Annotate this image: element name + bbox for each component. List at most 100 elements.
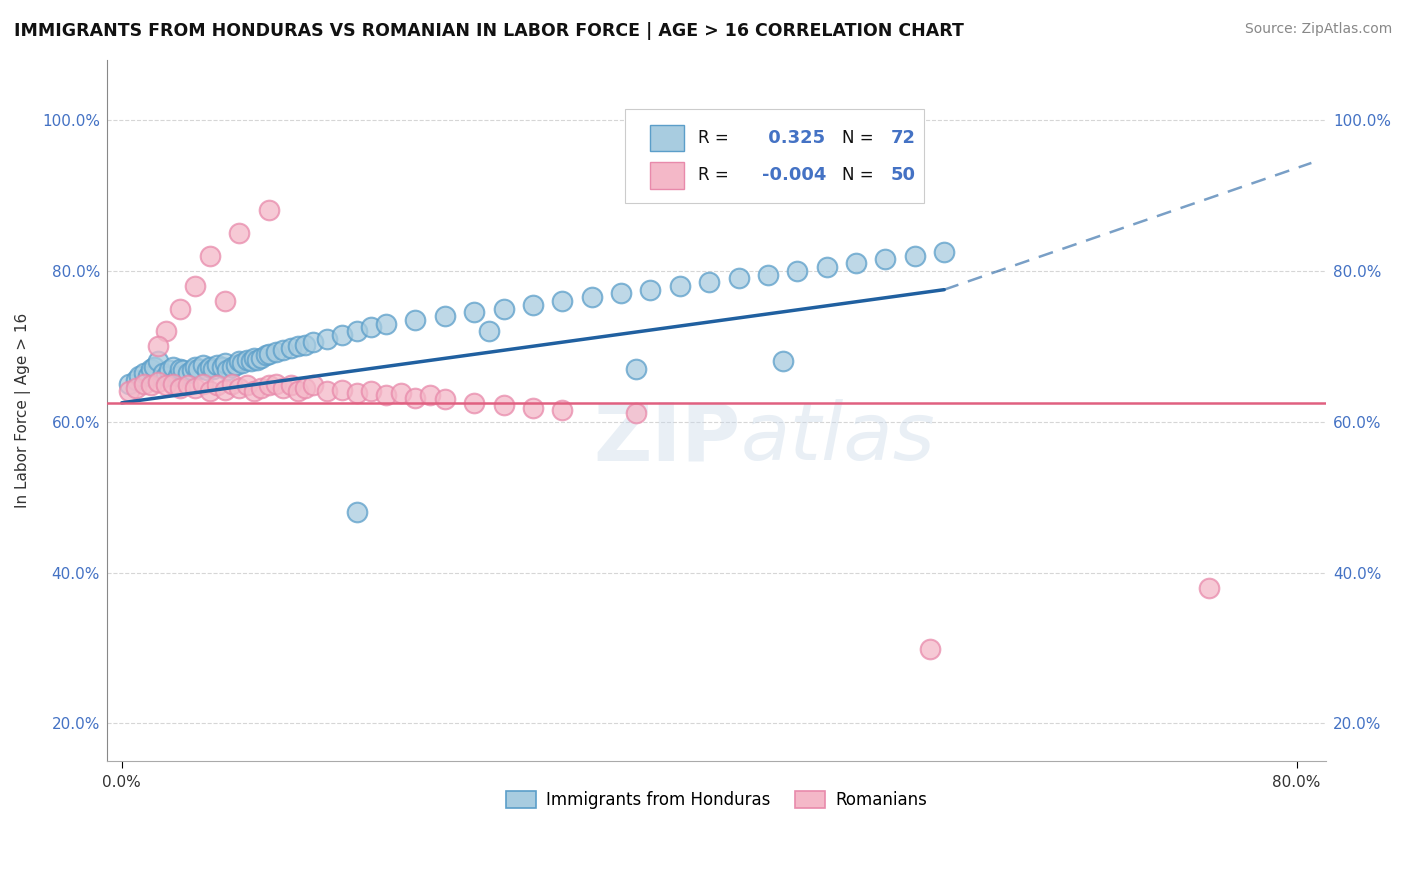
Text: R =: R =: [699, 166, 734, 185]
Point: [346, 505, 368, 519]
Point: [316, 384, 339, 399]
Point: [786, 264, 808, 278]
Point: [405, 313, 427, 327]
Text: ZIP: ZIP: [593, 400, 741, 477]
Point: [177, 378, 200, 392]
Point: [727, 271, 749, 285]
Point: [360, 384, 382, 399]
Point: [211, 360, 233, 375]
Text: 0.325: 0.325: [762, 129, 825, 147]
Legend: Immigrants from Honduras, Romanians: Immigrants from Honduras, Romanians: [499, 784, 934, 816]
Point: [132, 376, 155, 391]
Point: [301, 378, 323, 392]
Point: [205, 358, 228, 372]
Point: [697, 275, 720, 289]
Point: [214, 383, 236, 397]
Point: [169, 362, 191, 376]
Point: [201, 362, 224, 376]
Point: [904, 249, 927, 263]
Point: [184, 360, 207, 375]
Point: [551, 403, 574, 417]
Point: [177, 366, 200, 380]
Point: [433, 309, 456, 323]
Point: [360, 320, 382, 334]
Point: [875, 252, 897, 267]
Point: [128, 369, 150, 384]
Point: [271, 381, 294, 395]
Point: [214, 293, 236, 308]
Point: [294, 337, 316, 351]
Point: [139, 362, 162, 376]
Point: [148, 376, 170, 390]
Point: [169, 301, 191, 316]
Point: [125, 373, 148, 387]
Point: [228, 354, 250, 368]
Text: -0.004: -0.004: [762, 166, 827, 185]
Point: [235, 352, 257, 367]
Point: [155, 378, 177, 392]
Point: [316, 332, 339, 346]
Point: [217, 363, 239, 377]
Point: [522, 298, 544, 312]
Point: [191, 358, 214, 372]
Point: [301, 335, 323, 350]
Point: [125, 381, 148, 395]
Point: [162, 360, 184, 375]
Point: [624, 362, 647, 376]
Point: [243, 384, 266, 399]
Point: [624, 406, 647, 420]
Point: [287, 384, 309, 399]
Point: [240, 354, 263, 368]
Point: [375, 317, 398, 331]
Bar: [650, 125, 683, 152]
Point: [1198, 581, 1220, 595]
Bar: [650, 162, 683, 189]
Text: atlas: atlas: [741, 400, 935, 477]
Point: [389, 386, 412, 401]
Text: 72: 72: [891, 129, 915, 147]
Point: [246, 352, 269, 367]
Point: [280, 341, 302, 355]
Point: [198, 384, 221, 399]
Point: [166, 369, 188, 384]
Point: [492, 301, 515, 316]
Point: [280, 378, 302, 392]
Point: [228, 381, 250, 395]
Point: [250, 381, 273, 395]
Text: N =: N =: [842, 129, 879, 147]
Point: [225, 358, 247, 372]
Point: [756, 268, 779, 282]
Point: [139, 378, 162, 392]
Point: [581, 290, 603, 304]
Point: [148, 354, 170, 368]
Point: [157, 363, 180, 377]
Point: [463, 305, 485, 319]
Point: [330, 383, 353, 397]
Text: N =: N =: [842, 166, 879, 185]
Point: [169, 381, 191, 395]
Point: [257, 378, 280, 392]
Point: [463, 396, 485, 410]
Point: [522, 401, 544, 415]
Point: [148, 339, 170, 353]
Point: [257, 347, 280, 361]
Point: [346, 324, 368, 338]
Point: [551, 293, 574, 308]
Y-axis label: In Labor Force | Age > 16: In Labor Force | Age > 16: [15, 313, 31, 508]
Point: [264, 345, 287, 359]
Point: [254, 348, 277, 362]
Point: [669, 278, 692, 293]
Text: 50: 50: [891, 166, 915, 185]
Point: [257, 203, 280, 218]
Point: [287, 339, 309, 353]
Point: [118, 376, 141, 391]
Point: [492, 398, 515, 412]
Point: [198, 249, 221, 263]
Point: [231, 356, 253, 370]
Point: [155, 324, 177, 338]
Point: [772, 354, 794, 368]
Point: [205, 378, 228, 392]
Point: [235, 378, 257, 392]
Point: [184, 381, 207, 395]
Point: [187, 362, 209, 376]
